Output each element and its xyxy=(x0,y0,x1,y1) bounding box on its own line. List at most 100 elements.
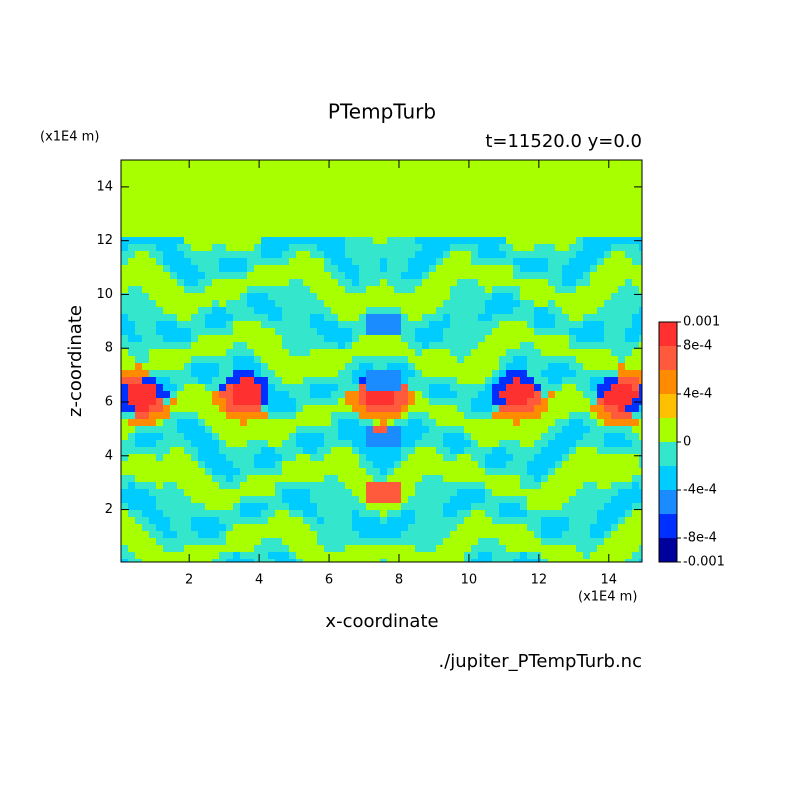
field-cell xyxy=(520,489,527,496)
field-cell xyxy=(527,314,534,321)
field-cell xyxy=(240,286,247,293)
field-cell xyxy=(198,468,205,475)
field-cell xyxy=(457,286,464,293)
field-cell xyxy=(583,405,590,412)
field-cell xyxy=(240,419,247,426)
field-cell xyxy=(478,489,485,496)
field-cell xyxy=(590,216,597,223)
field-cell xyxy=(387,223,394,230)
field-cell xyxy=(373,258,380,265)
field-cell xyxy=(387,237,394,244)
field-cell xyxy=(527,335,534,342)
field-cell xyxy=(366,223,373,230)
field-cell xyxy=(373,223,380,230)
field-cell xyxy=(569,391,576,398)
field-cell xyxy=(415,286,422,293)
field-cell xyxy=(212,559,219,562)
field-cell xyxy=(268,230,275,237)
field-cell xyxy=(408,342,415,349)
field-cell xyxy=(422,321,429,328)
field-cell xyxy=(310,489,317,496)
field-cell xyxy=(625,321,632,328)
field-cell xyxy=(156,251,163,258)
field-cell xyxy=(590,258,597,265)
field-cell xyxy=(254,342,261,349)
field-cell xyxy=(429,524,436,531)
field-cell xyxy=(142,244,149,251)
field-cell xyxy=(380,216,387,223)
field-cell xyxy=(128,510,135,517)
field-cell xyxy=(170,489,177,496)
field-cell xyxy=(422,272,429,279)
field-cell xyxy=(331,545,338,552)
field-cell xyxy=(541,363,548,370)
field-cell xyxy=(198,209,205,216)
field-cell xyxy=(163,286,170,293)
field-cell xyxy=(583,482,590,489)
field-cell xyxy=(338,321,345,328)
field-cell xyxy=(261,251,268,258)
field-cell xyxy=(373,349,380,356)
field-cell xyxy=(247,286,254,293)
field-cell xyxy=(394,384,401,391)
field-cell xyxy=(373,538,380,545)
field-cell xyxy=(443,286,450,293)
field-cell xyxy=(128,300,135,307)
field-cell xyxy=(359,559,366,562)
field-cell xyxy=(254,216,261,223)
field-cell xyxy=(226,349,233,356)
field-cell xyxy=(156,475,163,482)
field-cell xyxy=(149,265,156,272)
field-cell xyxy=(639,412,642,419)
field-cell xyxy=(394,216,401,223)
field-cell xyxy=(618,342,625,349)
field-cell xyxy=(611,342,618,349)
field-cell xyxy=(338,237,345,244)
field-cell xyxy=(191,342,198,349)
field-cell xyxy=(247,559,254,562)
field-cell xyxy=(240,321,247,328)
field-cell xyxy=(464,559,471,562)
field-cell xyxy=(555,209,562,216)
field-cell xyxy=(226,181,233,188)
field-cell xyxy=(492,335,499,342)
field-cell xyxy=(317,195,324,202)
field-cell xyxy=(268,223,275,230)
field-cell xyxy=(247,223,254,230)
field-cell xyxy=(254,272,261,279)
field-cell xyxy=(450,510,457,517)
field-cell xyxy=(401,538,408,545)
field-cell xyxy=(212,167,219,174)
field-cell xyxy=(163,209,170,216)
field-cell xyxy=(121,552,128,559)
field-cell xyxy=(408,517,415,524)
field-cell xyxy=(226,251,233,258)
field-cell xyxy=(296,202,303,209)
field-cell xyxy=(191,216,198,223)
field-cell xyxy=(464,174,471,181)
field-cell xyxy=(366,538,373,545)
field-cell xyxy=(499,433,506,440)
field-cell xyxy=(205,545,212,552)
field-cell xyxy=(254,251,261,258)
field-cell xyxy=(191,202,198,209)
field-cell xyxy=(128,503,135,510)
field-cell xyxy=(135,405,142,412)
field-cell xyxy=(408,328,415,335)
field-cell xyxy=(422,370,429,377)
field-cell xyxy=(345,503,352,510)
field-cell xyxy=(625,363,632,370)
field-cell xyxy=(352,545,359,552)
colorbar-bin xyxy=(659,346,677,370)
field-cell xyxy=(555,335,562,342)
field-cell xyxy=(275,377,282,384)
field-cell xyxy=(422,174,429,181)
field-cell xyxy=(520,335,527,342)
field-cell xyxy=(576,454,583,461)
field-cell xyxy=(205,426,212,433)
field-cell xyxy=(443,307,450,314)
field-cell xyxy=(359,426,366,433)
field-cell xyxy=(135,398,142,405)
field-cell xyxy=(226,202,233,209)
field-cell xyxy=(611,468,618,475)
